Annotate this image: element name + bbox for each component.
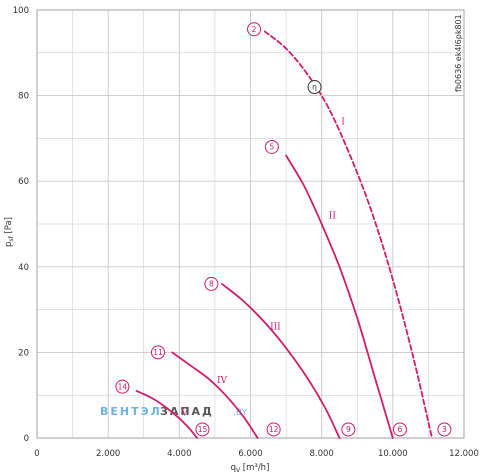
plot-frame (36, 9, 465, 439)
point-marker: 6 (392, 422, 407, 437)
y-tick-label: 20 (18, 348, 29, 358)
curve-iv (171, 351, 259, 439)
x-tick-label: 8.000 (309, 449, 333, 459)
x-tick-label: 4.000 (167, 449, 191, 459)
marker-circle (307, 80, 322, 95)
axes: 0 2.000 4.000 6.000 8.000 10.000 12.000 0 20 40 60… (13, 6, 479, 459)
marker-text: 14 (118, 382, 128, 391)
point-marker: 5 (264, 139, 279, 154)
grid (36, 9, 465, 439)
point-marker: 3 (437, 422, 452, 437)
marker-circle (150, 345, 165, 360)
marker-circle (204, 276, 219, 291)
marker-circle (266, 422, 281, 437)
point-marker: 15 (195, 422, 210, 437)
curve-v (135, 390, 198, 439)
curve-i (263, 30, 433, 439)
y-tick-label: 0 (24, 434, 29, 444)
curve-label: IV (217, 376, 228, 386)
curve-label: V (180, 408, 188, 418)
operating-point-markers: 2 η 5 8 11 14 15 12 9 6 3 (115, 22, 452, 437)
point-marker: 14 (115, 379, 130, 394)
efficiency-marker: η (307, 80, 322, 95)
marker-circle (341, 422, 356, 437)
curve-label: II (329, 211, 337, 221)
curves (135, 30, 433, 439)
marker-circle (392, 422, 407, 437)
curve-iii (221, 283, 341, 439)
marker-text: 8 (209, 280, 214, 289)
x-tick-label: 6.000 (238, 449, 262, 459)
x-axis-label: qV [m³/h] (231, 463, 270, 474)
watermark-part1: ВЕНТЭЛ (100, 405, 162, 418)
point-marker: 11 (150, 345, 165, 360)
y-tick-label: 60 (18, 177, 29, 187)
y-axis-label: psf [Pa] (4, 217, 15, 247)
point-marker: 2 (247, 22, 262, 37)
point-marker: 9 (341, 422, 356, 437)
x-tick-label: 12.000 (449, 449, 479, 459)
marker-text: 12 (269, 425, 279, 434)
marker-circle (264, 139, 279, 154)
marker-text: 2 (252, 25, 257, 34)
marker-text: 5 (269, 143, 274, 152)
watermark-part2: ЗАПАД (160, 405, 214, 418)
marker-circle (437, 422, 452, 437)
x-tick-label: 0 (34, 449, 39, 459)
point-marker: 8 (204, 276, 219, 291)
code-label: fb0636 ek4l6pk801 (454, 14, 463, 92)
y-tick-label: 40 (18, 263, 29, 273)
y-tick-label: 80 (18, 92, 29, 102)
marker-text: 6 (398, 425, 403, 434)
x-tick-label: 2.000 (96, 449, 120, 459)
marker-text: 9 (346, 425, 351, 434)
marker-circle (115, 379, 130, 394)
curve-label: I (341, 117, 345, 127)
curve-label: III (270, 323, 281, 333)
x-tick-label: 10.000 (378, 449, 408, 459)
marker-text: 15 (198, 425, 208, 434)
marker-circle (195, 422, 210, 437)
marker-text: 11 (153, 348, 163, 357)
marker-text: η (312, 83, 317, 92)
point-marker: 12 (266, 422, 281, 437)
watermark: ВЕНТЭЛ ЗАПАД .BY (100, 405, 248, 418)
marker-text: 3 (442, 425, 447, 434)
marker-circle (247, 22, 262, 37)
curve-ii (285, 154, 394, 439)
y-tick-label: 100 (13, 6, 29, 16)
